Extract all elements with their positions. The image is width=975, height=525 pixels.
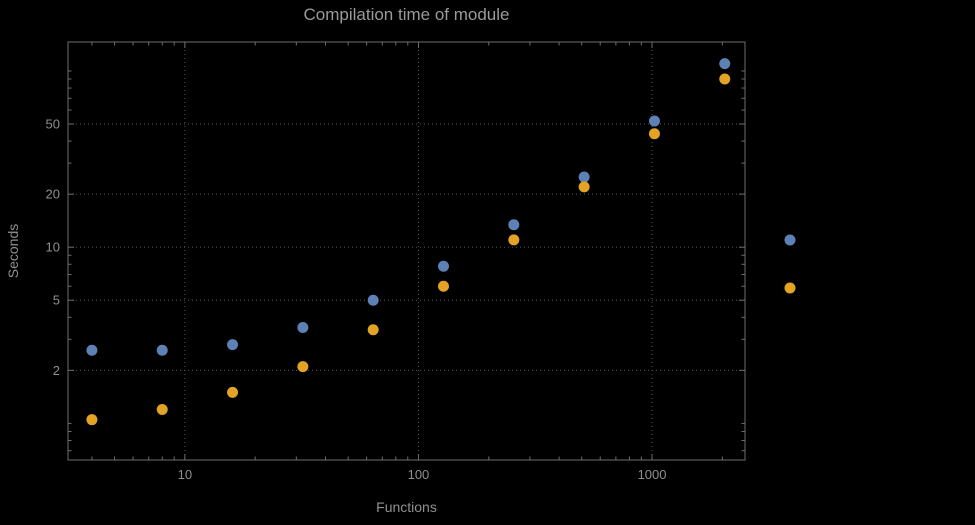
data-point-orange bbox=[648, 128, 660, 140]
data-point-blue bbox=[578, 171, 590, 183]
x-axis-label: Functions bbox=[376, 499, 437, 515]
data-point-orange bbox=[437, 280, 449, 292]
data-point-blue bbox=[719, 58, 731, 70]
data-point-orange bbox=[297, 361, 309, 373]
data-point-blue bbox=[156, 344, 168, 356]
data-point-blue bbox=[508, 219, 520, 231]
data-point-orange bbox=[719, 73, 731, 85]
data-point-blue bbox=[367, 294, 379, 306]
x-tick-label: 1000 bbox=[638, 467, 667, 482]
x-tick-label: 10 bbox=[178, 467, 192, 482]
data-point-blue bbox=[648, 115, 660, 127]
data-point-orange bbox=[367, 324, 379, 336]
y-tick-label: 20 bbox=[46, 187, 60, 202]
y-tick-label: 5 bbox=[53, 293, 60, 308]
y-tick-label: 2 bbox=[53, 363, 60, 378]
x-tick-label: 100 bbox=[408, 467, 430, 482]
y-axis-label: Seconds bbox=[5, 223, 22, 279]
data-point-orange bbox=[227, 386, 239, 398]
y-tick-label: 10 bbox=[46, 240, 60, 255]
data-point-orange bbox=[156, 403, 168, 415]
data-point-blue bbox=[86, 344, 98, 356]
data-point-orange bbox=[578, 181, 590, 193]
data-point-blue bbox=[437, 260, 449, 272]
legend-marker-blue bbox=[784, 234, 796, 246]
data-point-blue bbox=[227, 339, 239, 351]
plot-frame bbox=[67, 41, 746, 461]
y-tick-label: 50 bbox=[46, 117, 60, 132]
chart-title: Compilation time of module bbox=[303, 5, 510, 24]
y-axis-label-container: Seconds bbox=[0, 42, 26, 460]
data-point-blue bbox=[297, 322, 309, 334]
data-point-orange bbox=[86, 414, 98, 426]
data-point-orange bbox=[508, 234, 520, 246]
legend-marker-orange bbox=[784, 282, 796, 294]
